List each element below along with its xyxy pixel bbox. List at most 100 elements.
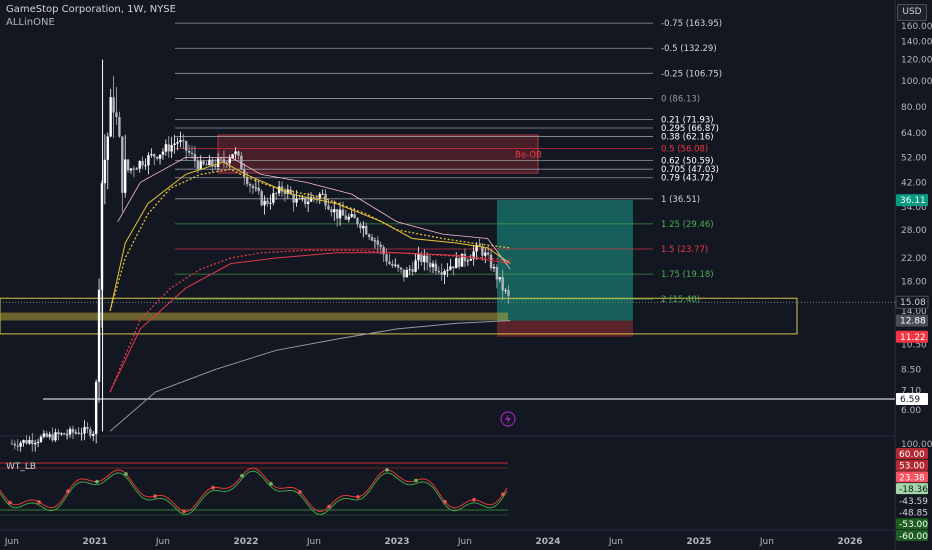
candle-body xyxy=(138,160,141,169)
osc-tag-bg xyxy=(896,471,928,483)
order-block-label: Be-OB xyxy=(515,150,542,160)
candle-body xyxy=(405,269,409,278)
candle-body xyxy=(304,197,307,205)
fib-label: 0.295 (66.87) xyxy=(661,124,719,134)
price-tick-label: 100.00 xyxy=(901,77,932,87)
candle-body xyxy=(48,434,51,437)
candle-body xyxy=(184,141,188,151)
candle-body xyxy=(466,260,470,262)
candle-body xyxy=(301,197,304,200)
fib-label: 2 (15.48) xyxy=(661,295,700,305)
candle-body xyxy=(36,441,40,444)
candle-body xyxy=(272,193,275,203)
time-tick-label: Jun xyxy=(457,537,472,547)
osc-tag-label: 23.38 xyxy=(899,473,925,483)
candle-body xyxy=(89,429,92,436)
time-tick-label: 2022 xyxy=(233,537,258,547)
candle-body xyxy=(417,254,420,261)
candle-body xyxy=(74,432,78,434)
price-tick-label: 28.00 xyxy=(901,226,927,236)
osc-cross-dot xyxy=(153,494,157,498)
osc-cross-dot xyxy=(240,473,244,478)
candle-body xyxy=(484,252,487,256)
osc-tag-label: -60.00 xyxy=(899,532,928,542)
candle-body xyxy=(237,151,240,156)
sma-gray xyxy=(109,320,511,432)
candle-body xyxy=(208,159,211,166)
candle-body xyxy=(115,112,118,118)
osc-tag-bg xyxy=(896,459,928,471)
candle-body xyxy=(205,164,208,166)
osc-cross-dot xyxy=(37,500,41,504)
price-tick-label: 6.00 xyxy=(901,406,921,416)
candle-body xyxy=(362,225,365,229)
osc-cross-dot xyxy=(472,498,476,502)
ema-yellow xyxy=(109,161,511,312)
ema-yellow-dotted xyxy=(109,168,511,312)
candle-body xyxy=(370,236,374,241)
candle-body xyxy=(222,158,226,163)
osc-tag-bg xyxy=(896,483,928,495)
time-tick-label: 2023 xyxy=(384,537,409,547)
candle-body xyxy=(129,168,133,171)
candle-body xyxy=(71,428,75,433)
osc-cross-dot xyxy=(182,509,186,514)
price-tick-label: 52.00 xyxy=(901,153,927,163)
fib-label: 0.5 (56.08) xyxy=(661,145,708,155)
candle-body xyxy=(126,159,130,171)
osc-cross-dot xyxy=(269,482,273,486)
candle-body xyxy=(190,152,194,154)
fib-label: 1.5 (23.77) xyxy=(661,245,708,255)
candle-body xyxy=(54,432,57,441)
time-tick-label: 2026 xyxy=(837,537,862,547)
candle-body xyxy=(443,271,446,275)
candle-body xyxy=(298,198,301,200)
candle-body xyxy=(199,161,202,169)
long-stop-zone xyxy=(497,320,633,337)
currency-button[interactable]: USD xyxy=(897,4,927,21)
candle-body xyxy=(446,269,449,272)
candle-body xyxy=(457,258,461,267)
price-tick-label: 18.00 xyxy=(901,278,927,288)
candle-body xyxy=(39,436,43,442)
osc-tag-bg xyxy=(896,529,928,541)
candle-body xyxy=(141,160,144,166)
osc-cross-dot xyxy=(414,478,418,483)
candle-body xyxy=(289,189,292,195)
candle-body xyxy=(240,155,243,170)
candle-body xyxy=(428,262,432,268)
candle-body xyxy=(507,290,510,296)
time-tick-label: 2025 xyxy=(686,537,711,547)
fib-label: -0.25 (106.75) xyxy=(661,69,722,79)
price-tick-label: 7.10 xyxy=(901,386,921,396)
time-tick-label: Jun xyxy=(608,537,623,547)
wt2-line xyxy=(0,470,508,516)
lightning-icon[interactable] xyxy=(500,411,516,427)
candle-body xyxy=(179,140,182,143)
candle-body xyxy=(408,269,411,271)
candle-body xyxy=(376,240,380,245)
candle-body xyxy=(423,255,426,263)
candle-body xyxy=(42,433,46,437)
price-tick-label: 14.00 xyxy=(901,307,927,317)
candle-body xyxy=(321,193,324,195)
candle-body xyxy=(22,440,25,443)
candle-body xyxy=(254,187,258,189)
candle-body xyxy=(216,158,220,167)
candle-body xyxy=(228,158,231,164)
candle-body xyxy=(486,252,490,255)
osc-cross-dot xyxy=(66,489,70,494)
osc-tag-label: -18.36 xyxy=(899,485,928,495)
candle-body xyxy=(164,144,168,152)
candle-body xyxy=(312,197,316,199)
candle-body xyxy=(394,264,397,266)
moving-averages xyxy=(109,157,511,432)
candle-body xyxy=(155,156,159,159)
price-tag-label: 12.88 xyxy=(900,317,926,327)
candle-body xyxy=(452,266,455,269)
fib-label: 1.25 (29.46) xyxy=(661,220,714,230)
candle-body xyxy=(33,443,37,445)
fib-label: 0 (86.13) xyxy=(661,94,700,104)
candle-body xyxy=(440,272,443,275)
